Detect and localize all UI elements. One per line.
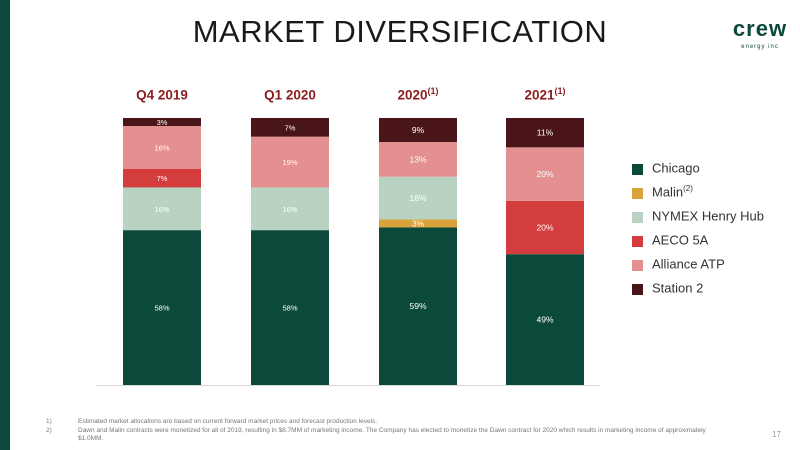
legend-label-nymex-henry-hub: NYMEX Henry Hub [652, 208, 764, 224]
bar-segment-q4-2019-nymex-henry-hub [123, 187, 201, 231]
logo-subtext: energy inc [741, 44, 779, 50]
legend-swatch-chicago [632, 164, 643, 175]
legend-label-chicago: Chicago [652, 160, 700, 176]
legend-swatch-station-2 [632, 284, 643, 295]
data-label-2021-alliance-atp: 20% [536, 169, 553, 179]
column-header-2020: 2020(1) [397, 86, 439, 103]
bar-segment-2021-station-2 [506, 118, 584, 148]
footnote-number: 1) [46, 418, 52, 425]
bar-segment-2020-station-2 [379, 118, 457, 143]
data-label-q1-2020-nymex-henry-hub: 16% [282, 205, 297, 214]
legend-label-aeco-5a: AECO 5A [652, 232, 709, 248]
bar-segment-q1-2020-chicago [251, 230, 329, 385]
data-label-q4-2019-alliance-atp: 16% [154, 143, 169, 152]
legend-swatch-aeco-5a [632, 236, 643, 247]
data-label-q4-2019-station-2: 3% [157, 118, 168, 127]
data-label-q1-2020-chicago: 58% [282, 304, 297, 313]
footnote-text: Estimated market allocations are based o… [78, 418, 378, 425]
data-label-2021-aeco-5a: 20% [536, 222, 553, 232]
bar-segment-2021-alliance-atp [506, 147, 584, 201]
footnote-text: Dawn and Malin contracts were monetized … [78, 426, 706, 443]
data-label-2021-chicago: 49% [536, 315, 553, 325]
footnote-number: 2) [46, 426, 52, 434]
data-label-q4-2019-nymex-henry-hub: 16% [154, 205, 169, 214]
bar-segment-2020-chicago [379, 227, 457, 385]
data-label-2020-nymex-henry-hub: 16% [409, 193, 426, 203]
data-label-2020-alliance-atp: 13% [409, 154, 426, 164]
footnote-2: 2) Dawn and Malin contracts were monetiz… [46, 426, 722, 444]
footnotes: 1) Estimated market allocations are base… [46, 418, 722, 444]
legend-label-malin: Malin(2) [652, 184, 693, 200]
bar-segment-2020-nymex-henry-hub [379, 176, 457, 220]
legend-swatch-alliance-atp [632, 260, 643, 271]
legend-label-station-2: Station 2 [652, 280, 704, 296]
bar-segment-2020-malin [379, 219, 457, 228]
column-header-q1-2020: Q1 2020 [264, 87, 316, 103]
footnote-1: 1) Estimated market allocations are base… [46, 418, 722, 427]
bar-segment-q4-2019-station-2 [123, 118, 201, 127]
bar-segment-2021-chicago [506, 254, 584, 385]
bar-segment-q4-2019-chicago [123, 230, 201, 385]
bar-segment-2020-alliance-atp [379, 142, 457, 177]
company-logo: crew energy inc [730, 16, 790, 60]
bar-segment-q1-2020-nymex-henry-hub [251, 187, 329, 231]
legend-swatch-malin [632, 188, 643, 199]
data-label-2020-chicago: 59% [409, 301, 426, 311]
data-label-q1-2020-station-2: 7% [285, 123, 296, 132]
bar-segment-q1-2020-alliance-atp [251, 136, 329, 188]
left-accent-bar [0, 0, 10, 450]
bar-segment-q4-2019-aeco-5a [123, 168, 201, 188]
legend-label-alliance-atp: Alliance ATP [652, 256, 725, 272]
page-title: MARKET DIVERSIFICATION [192, 14, 608, 49]
data-label-2020-station-2: 9% [412, 125, 425, 135]
bar-segment-q4-2019-alliance-atp [123, 126, 201, 169]
data-label-2020-malin: 3% [412, 218, 425, 228]
data-label-2021-station-2: 11% [537, 128, 554, 138]
logo-text: crew [732, 16, 788, 41]
column-header-2021: 2021(1) [524, 86, 566, 103]
bar-segment-2021-aeco-5a [506, 200, 584, 255]
column-header-q4-2019: Q4 2019 [136, 87, 188, 103]
page-number: 17 [772, 430, 781, 439]
data-label-q4-2019-aeco-5a: 7% [157, 174, 168, 183]
bar-segment-q1-2020-station-2 [251, 118, 329, 137]
legend-swatch-nymex-henry-hub [632, 212, 643, 223]
data-label-q1-2020-alliance-atp: 19% [282, 158, 297, 167]
data-label-q4-2019-chicago: 58% [154, 304, 169, 313]
